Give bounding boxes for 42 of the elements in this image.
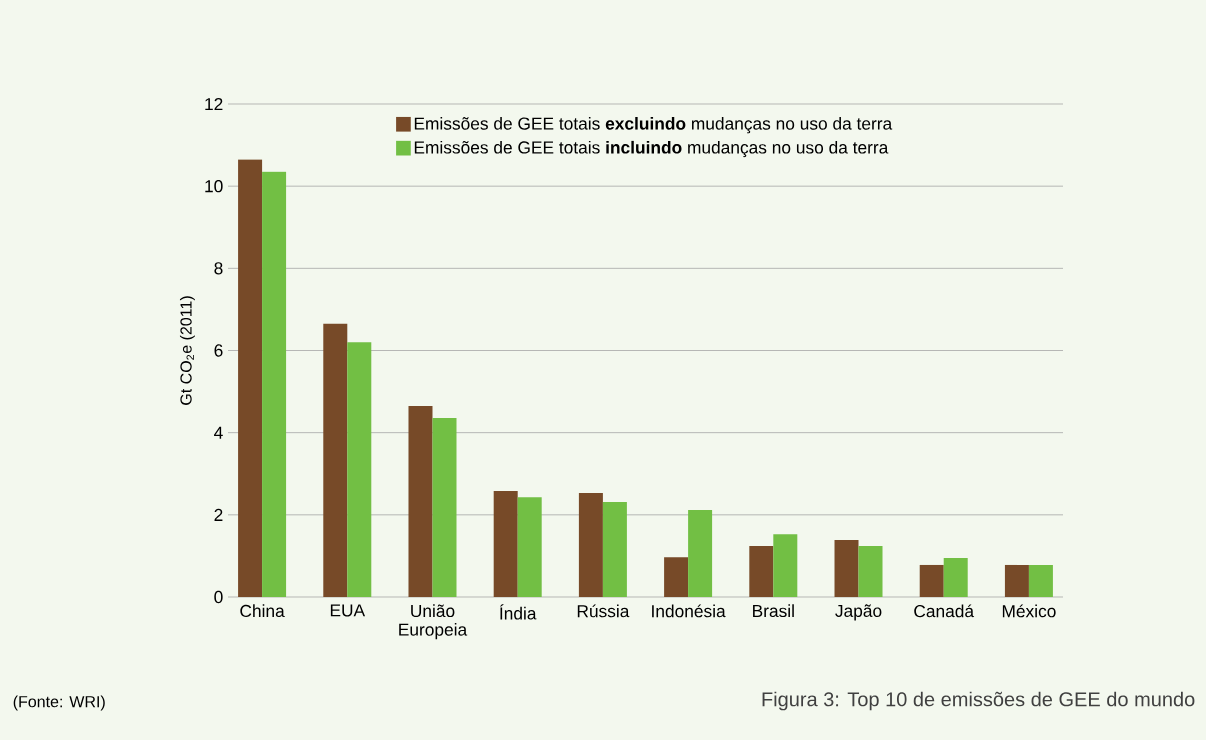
bar: [773, 534, 798, 597]
x-tick-label: Rússia: [577, 604, 630, 618]
y-tick-label: 10: [205, 180, 223, 193]
y-tick-label: 2: [214, 508, 223, 521]
bar: [517, 497, 542, 597]
x-tick-label: México: [1002, 604, 1056, 618]
bar: [323, 323, 348, 597]
bar: [664, 557, 689, 597]
bar: [919, 564, 944, 597]
bar: [749, 546, 774, 597]
bar: [602, 502, 627, 597]
x-tick-label: Japão: [835, 604, 882, 621]
x-tick-label: Indonésia: [652, 604, 726, 618]
x-tick-label: União Europeia: [399, 604, 468, 640]
bar: [943, 557, 968, 597]
x-tick-label: EUA: [330, 604, 366, 617]
bar: [432, 417, 457, 597]
legend-label: Emissões de GEE totais incluindo mudanças no uso da terra: [414, 140, 889, 158]
bar: [493, 491, 518, 597]
x-tick-label: Brasil: [753, 604, 794, 618]
bar: [834, 539, 859, 597]
y-tick-label: 12: [205, 97, 223, 111]
bar: [1028, 564, 1053, 597]
x-tick-label: Índia: [500, 604, 537, 620]
bar: [858, 546, 883, 597]
text: (Fonte: WRI): [13, 695, 105, 711]
x-tick-label: Canadá: [914, 604, 975, 618]
legend-label: Emissões de GEE totais excluindo mudanças no uso da terra: [414, 116, 893, 134]
y-tick-label: 4: [214, 426, 223, 439]
bar: [408, 405, 433, 597]
bar: [1004, 564, 1029, 597]
text: Figura 3: Top 10 de emissões de GEE do mundo: [762, 691, 1195, 711]
bar: [578, 493, 603, 597]
y-axis-title: Gt CO$_{2}$e (2011): [179, 296, 195, 405]
bar: [688, 509, 713, 597]
bar: [262, 171, 287, 597]
x-tick-label: China: [240, 604, 285, 618]
y-tick-label: 8: [214, 262, 223, 275]
y-tick-label: 0: [214, 590, 223, 604]
y-tick-label: 6: [214, 344, 223, 357]
bar: [347, 342, 372, 597]
bar: [238, 159, 263, 597]
